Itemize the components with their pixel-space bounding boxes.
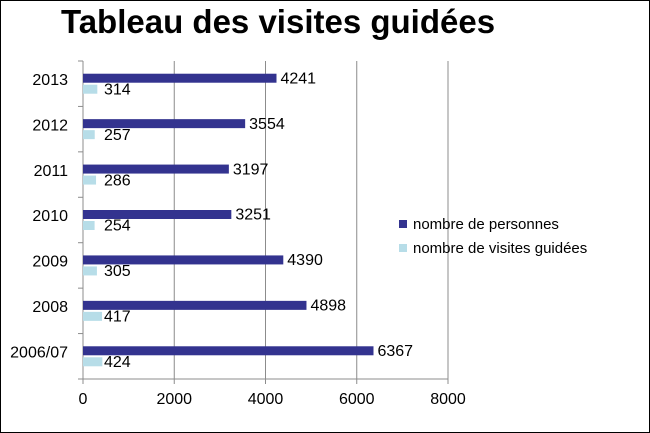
data-label-visites: 424 bbox=[104, 354, 131, 371]
legend: nombre de personnes nombre de visites gu… bbox=[399, 212, 587, 260]
data-label-personnes: 4390 bbox=[287, 252, 323, 269]
y-tick-label: 2009 bbox=[32, 254, 68, 271]
bar-personnes bbox=[83, 119, 246, 129]
legend-item-visites: nombre de visites guidées bbox=[399, 236, 587, 260]
legend-item-personnes: nombre de personnes bbox=[399, 212, 587, 236]
bar-personnes bbox=[83, 255, 284, 265]
legend-swatch-personnes bbox=[399, 220, 407, 228]
bar-visites bbox=[83, 221, 95, 230]
y-tick-label: 2008 bbox=[32, 299, 68, 316]
data-label-visites: 286 bbox=[104, 172, 131, 189]
bar-visites bbox=[83, 311, 103, 321]
data-label-personnes: 3554 bbox=[249, 116, 285, 133]
data-label-visites: 314 bbox=[104, 81, 131, 98]
x-tick-label: 8000 bbox=[430, 391, 466, 408]
data-label-visites: 417 bbox=[104, 309, 131, 326]
y-tick-label: 2012 bbox=[32, 117, 68, 134]
x-tick-label: 6000 bbox=[339, 391, 375, 408]
x-tick-label: 4000 bbox=[248, 391, 284, 408]
data-label-personnes: 6367 bbox=[377, 343, 413, 360]
data-label-visites: 305 bbox=[104, 263, 131, 280]
bar-personnes bbox=[83, 346, 374, 356]
bar-visites bbox=[83, 84, 98, 94]
data-label-visites: 257 bbox=[104, 127, 131, 144]
data-label-personnes: 4241 bbox=[280, 70, 316, 87]
data-label-personnes: 3251 bbox=[235, 207, 271, 224]
legend-swatch-visites bbox=[399, 244, 407, 252]
y-tick-label: 2011 bbox=[34, 163, 69, 180]
bar-personnes bbox=[83, 300, 307, 310]
y-tick-label: 2013 bbox=[32, 72, 68, 89]
y-tick-label: 2006/07 bbox=[10, 345, 68, 362]
data-label-personnes: 3197 bbox=[233, 161, 269, 178]
y-tick-label: 2010 bbox=[32, 208, 68, 225]
x-tick-label: 0 bbox=[79, 391, 88, 408]
data-label-personnes: 4898 bbox=[310, 298, 346, 315]
bar-personnes bbox=[83, 210, 232, 219]
bar-visites bbox=[83, 357, 103, 367]
chart-title: Tableau des visites guidées bbox=[61, 3, 496, 40]
bar-visites bbox=[83, 175, 97, 185]
bar-personnes bbox=[83, 73, 277, 83]
data-label-visites: 254 bbox=[104, 218, 131, 235]
bar-visites bbox=[83, 266, 97, 276]
x-tick-label: 2000 bbox=[156, 391, 192, 408]
legend-label-visites: nombre de visites guidées bbox=[413, 239, 588, 257]
bar-personnes bbox=[83, 164, 229, 174]
bar-visites bbox=[83, 130, 95, 140]
legend-label-personnes: nombre de personnes bbox=[413, 215, 559, 233]
